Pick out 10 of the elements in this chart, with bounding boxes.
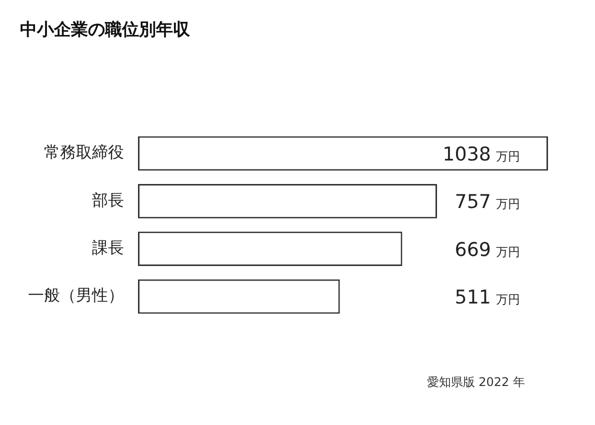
y-tick-label: 常務取締役 bbox=[44, 142, 124, 162]
data-label: 511 万円 bbox=[454, 286, 520, 309]
y-tick-label: 部長 bbox=[92, 190, 124, 210]
data-label: 757 万円 bbox=[454, 191, 520, 214]
text: 愛知県版 2022 年 bbox=[426, 374, 525, 391]
chart-title: 中小企業の職位別年収 bbox=[20, 19, 190, 41]
data-label: 1038 万円 bbox=[442, 143, 520, 166]
y-tick-label: 一般（男性） bbox=[28, 286, 124, 305]
data-label: 669 万円 bbox=[454, 238, 520, 261]
y-tick-label: 課長 bbox=[92, 238, 124, 258]
